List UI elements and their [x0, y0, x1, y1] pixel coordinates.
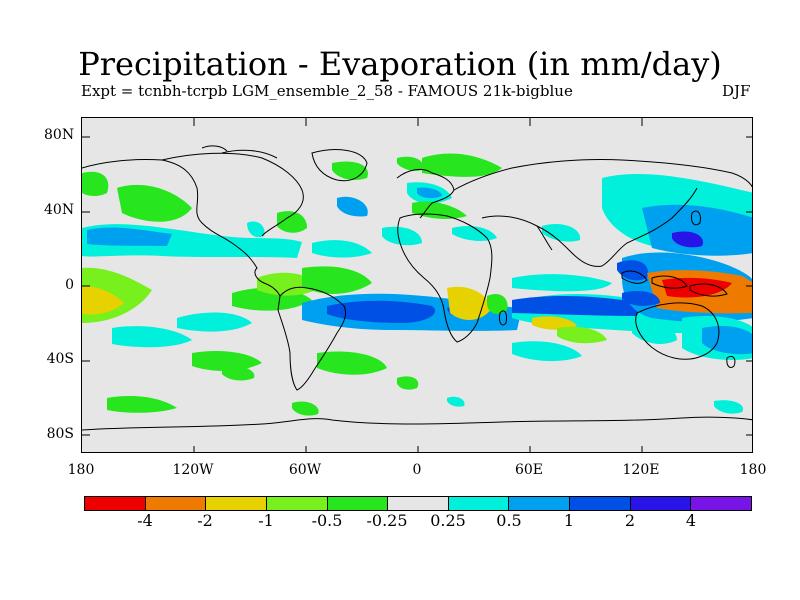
coastline — [397, 213, 493, 343]
x-tick-label: 60E — [514, 462, 544, 478]
colorbar-swatch — [206, 497, 267, 510]
colorbar-swatch — [509, 497, 571, 510]
pe-region-cyan — [542, 223, 581, 242]
ensemble-label: LGM_ensemble_2_58 - FAMOUS 21k-bigblue — [232, 82, 573, 100]
pe-region-green — [397, 376, 419, 390]
coastline — [221, 149, 278, 159]
pe-region-green — [397, 156, 423, 171]
colorbar-swatch — [85, 497, 146, 510]
coastline — [536, 225, 553, 251]
y-tick-label: 0 — [65, 277, 74, 293]
x-tick-label: 120W — [172, 462, 214, 478]
pe-region-green — [487, 293, 508, 314]
x-tick-label: 180 — [67, 462, 95, 478]
pe-region-cyan — [177, 312, 252, 332]
colorbar-swatch — [448, 497, 510, 510]
pe-region-green — [292, 401, 319, 416]
pe-region-lightblue — [642, 204, 752, 256]
x-tick-label: 60W — [288, 462, 322, 478]
coastline — [691, 210, 701, 226]
map-plot — [81, 117, 753, 453]
chart-title: Precipitation - Evaporation (in mm/day) — [78, 45, 722, 83]
colorbar-label: -4 — [137, 511, 153, 530]
pe-region-lightblue — [87, 227, 172, 246]
colorbar-label: -0.5 — [311, 511, 343, 530]
pe-region-darkblue — [672, 231, 703, 248]
pe-region-green — [422, 153, 502, 177]
pe-region-green — [277, 211, 307, 233]
pe-region-cyan — [382, 226, 422, 246]
colorbar-label: 1 — [563, 511, 575, 530]
coastline — [311, 149, 368, 182]
pe-region-cyan — [112, 326, 192, 348]
pe-region-green — [302, 266, 372, 294]
pe-region-yellow — [532, 316, 577, 330]
colorbar-label: 4 — [685, 511, 697, 530]
pe-region-cyan — [714, 400, 743, 414]
y-tick-label: 80N — [44, 127, 75, 143]
coastline — [651, 275, 688, 289]
pe-region-lightblue — [417, 187, 442, 199]
y-tick-label: 40N — [44, 202, 75, 218]
coastline — [499, 310, 507, 326]
pe-region-blue — [622, 291, 660, 306]
coastline — [621, 270, 648, 284]
pe-region-blue — [512, 296, 642, 316]
colorbar-label: -1 — [258, 511, 274, 530]
pe-region-blue — [327, 300, 436, 323]
axis-ticks — [82, 118, 752, 452]
colorbar-swatch — [327, 497, 389, 510]
pe-region-cyan — [512, 341, 582, 362]
colorbar-label: 2 — [624, 511, 636, 530]
coastline — [726, 355, 736, 369]
coastline — [635, 302, 720, 360]
colorbar-swatch — [266, 497, 328, 510]
colorbar-label: 0.25 — [430, 511, 466, 530]
pe-region-cyan — [312, 240, 372, 258]
coastline-layer — [82, 145, 752, 431]
pe-region-red — [662, 277, 732, 298]
coastline — [453, 158, 752, 191]
experiment-label: Expt = tcnbh-tcrpb — [81, 82, 228, 100]
x-tick-label: 120E — [622, 462, 660, 478]
pe-region-cyan — [447, 396, 465, 407]
pe-region-cyan — [247, 221, 265, 238]
pe-region-green — [317, 351, 387, 375]
map-svg — [82, 118, 752, 452]
pe-region-lightblue — [337, 196, 368, 217]
colorbar-label: -0.25 — [366, 511, 408, 530]
coastline — [689, 283, 728, 297]
season-label: DJF — [722, 82, 751, 100]
coastline — [161, 152, 304, 237]
colorbar-swatch — [630, 497, 692, 510]
x-tick-label: 0 — [412, 462, 422, 478]
colorbar-swatch — [145, 497, 207, 510]
pe-field-layer — [82, 153, 752, 416]
colorbar-label: 0.5 — [496, 511, 522, 530]
colorbar-label: -2 — [197, 511, 213, 530]
pe-region-green — [412, 201, 467, 220]
x-tick-label: 180 — [739, 462, 767, 478]
pe-region-blue — [617, 260, 648, 281]
coastline — [82, 416, 752, 431]
pe-region-green — [117, 184, 192, 222]
y-tick-label: 80S — [46, 426, 74, 442]
colorbar-swatch — [388, 497, 449, 510]
pe-region-yellow — [82, 286, 124, 315]
colorbar — [84, 496, 752, 511]
coastline — [201, 145, 228, 152]
pe-region-green — [222, 366, 255, 381]
pe-region-green — [557, 326, 607, 344]
pe-region-green — [107, 396, 177, 413]
pe-region-cyan — [512, 274, 612, 292]
pe-region-green — [82, 171, 109, 197]
colorbar-swatch — [570, 497, 631, 510]
pe-region-green — [192, 351, 262, 371]
coastline — [277, 286, 347, 391]
colorbar-swatch — [691, 497, 752, 510]
y-tick-label: 40S — [46, 351, 74, 367]
